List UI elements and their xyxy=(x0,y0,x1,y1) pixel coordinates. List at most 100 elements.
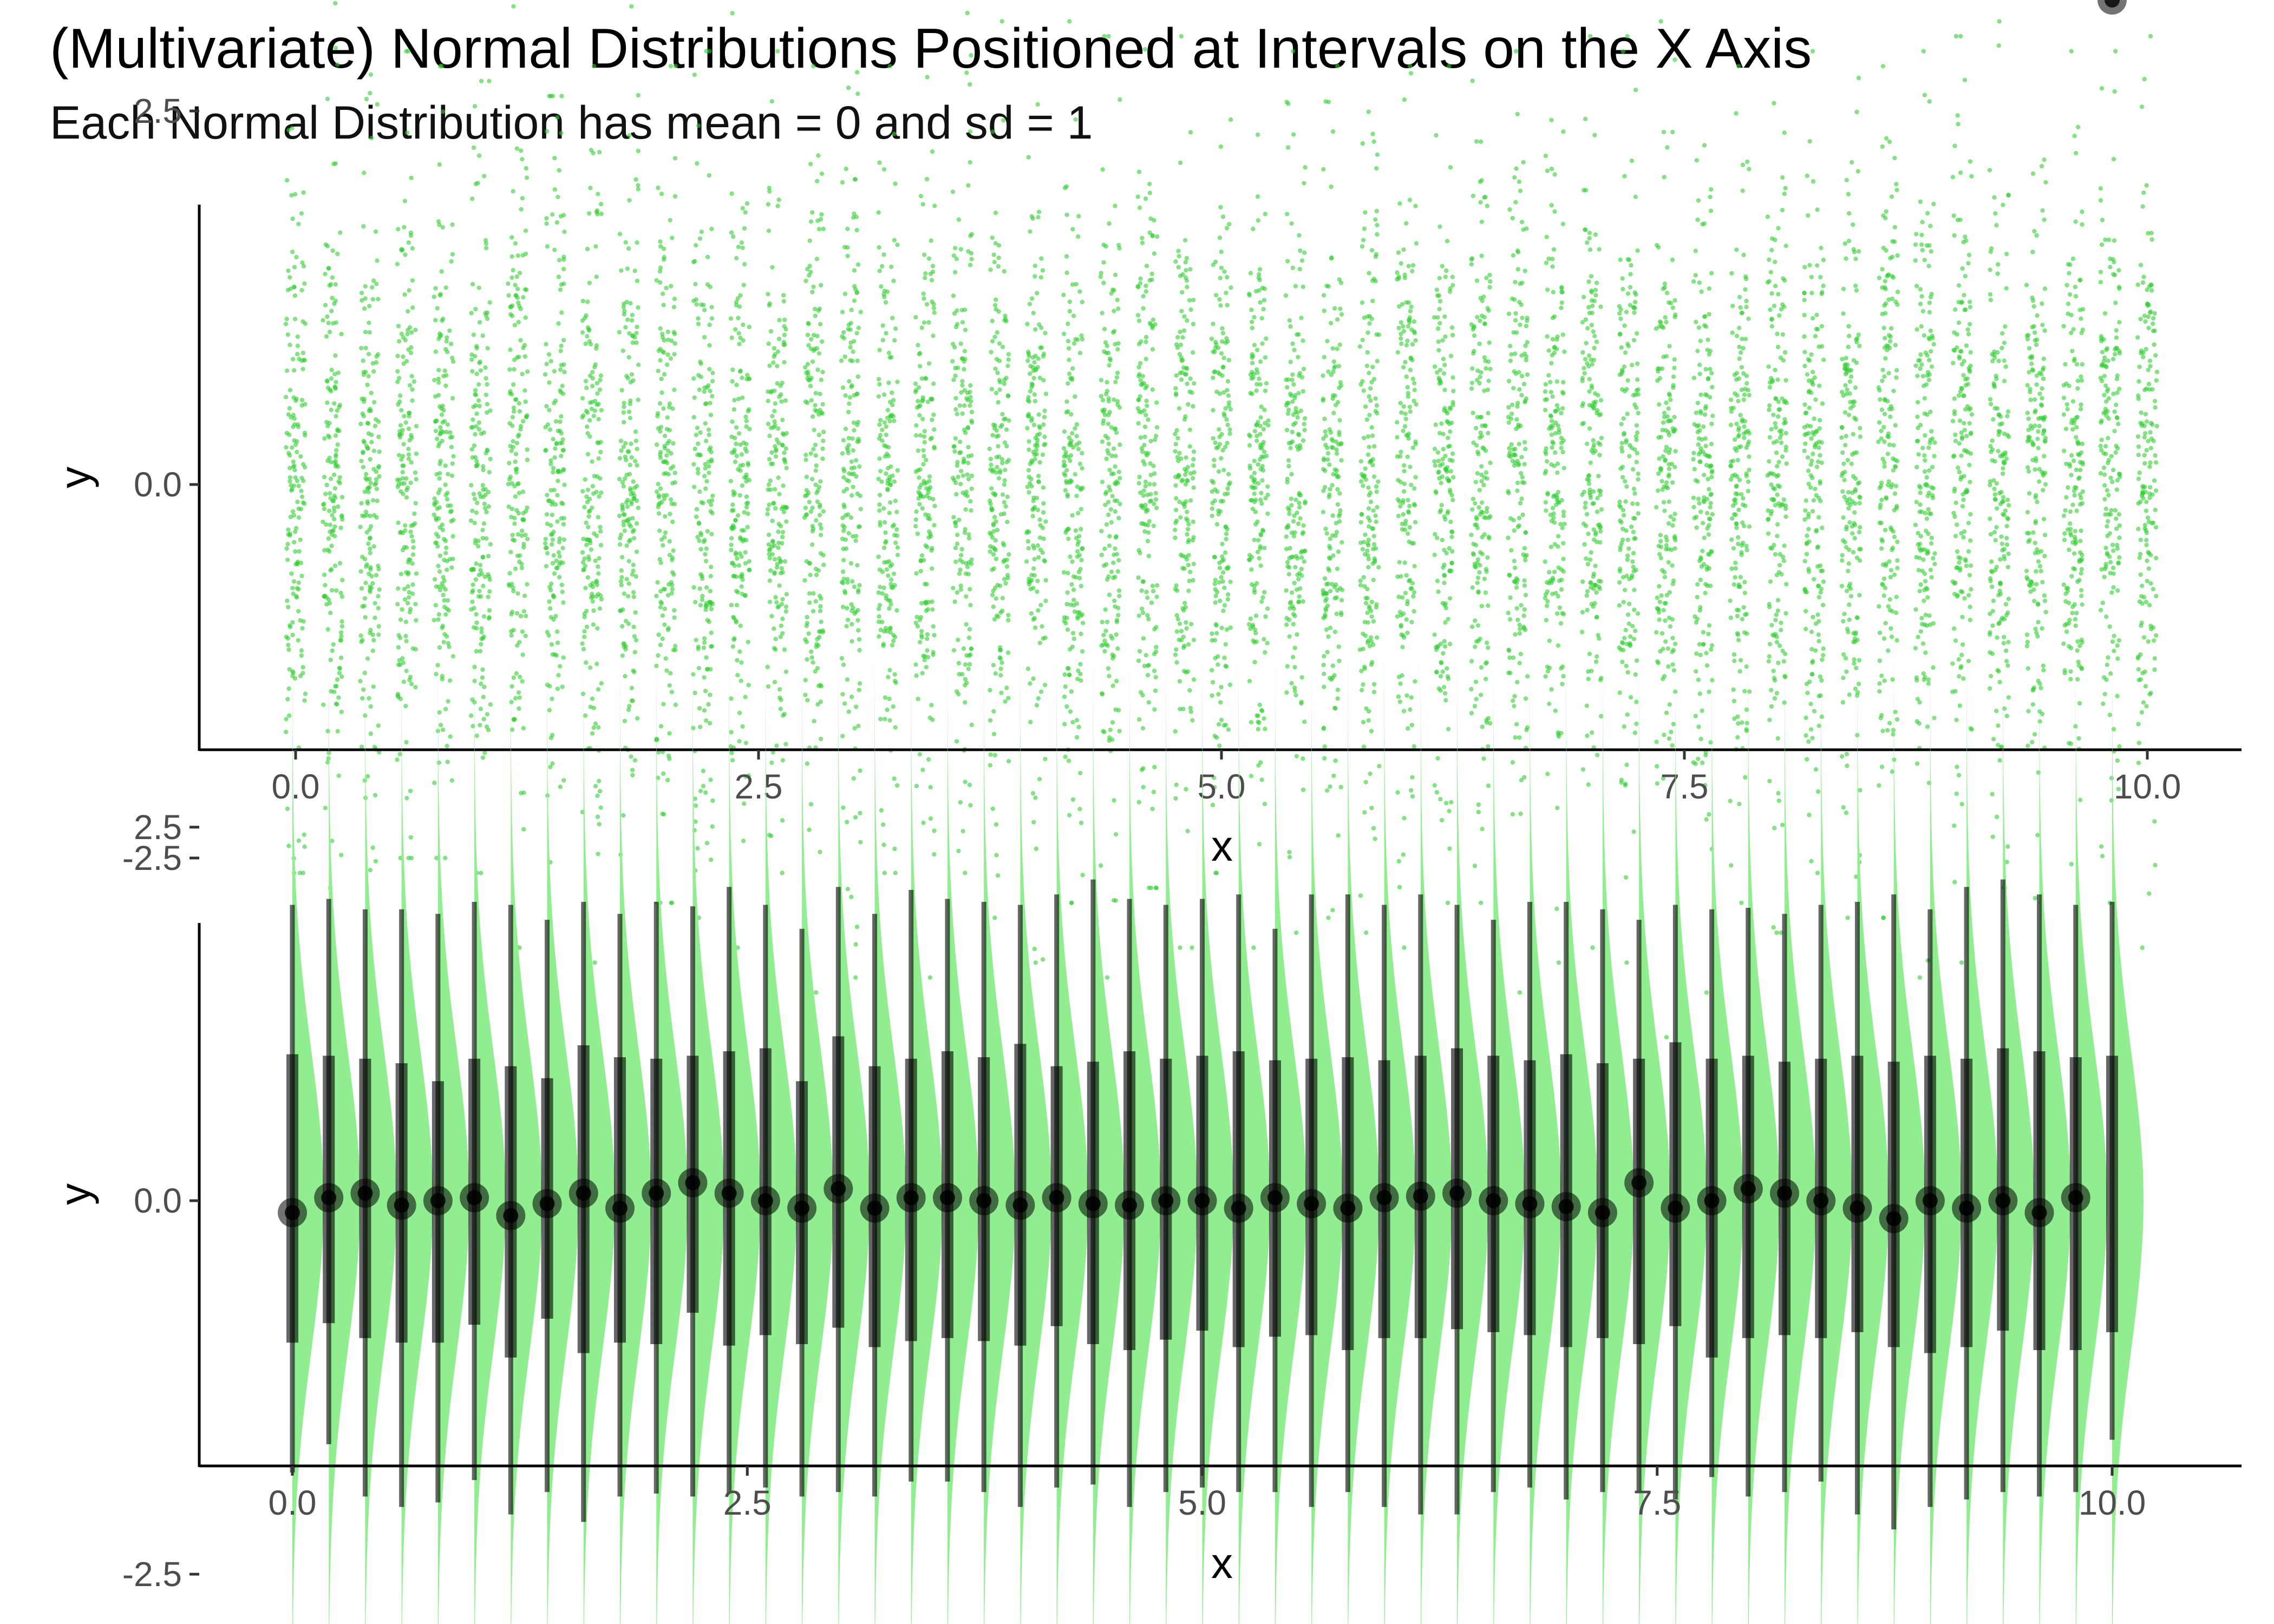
scatter-point xyxy=(628,488,633,493)
scatter-point xyxy=(406,347,411,352)
scatter-point xyxy=(546,633,551,638)
scatter-point xyxy=(697,489,702,494)
scatter-point xyxy=(1321,509,1326,514)
scatter-point xyxy=(1037,376,1043,381)
scatter-point xyxy=(745,372,750,377)
scatter-point xyxy=(1302,422,1306,427)
scatter-point xyxy=(374,515,379,520)
scatter-point xyxy=(819,212,824,217)
scatter-point xyxy=(547,498,552,503)
scatter-point xyxy=(659,390,664,395)
scatter-point xyxy=(697,387,702,392)
scatter-point xyxy=(1322,591,1328,596)
scatter-point xyxy=(858,310,864,315)
scatter-point xyxy=(1061,331,1067,336)
scatter-point xyxy=(1335,687,1341,692)
scatter-point xyxy=(294,254,299,260)
scatter-point xyxy=(882,420,887,425)
scatter-point xyxy=(709,457,714,462)
scatter-point xyxy=(993,671,998,676)
scatter-point xyxy=(1032,573,1037,578)
scatter-point xyxy=(741,322,746,328)
scatter-point xyxy=(812,719,816,724)
scatter-point xyxy=(811,284,816,290)
scatter-point xyxy=(597,789,603,794)
scatter-point xyxy=(400,607,404,612)
scatter-point xyxy=(1335,502,1341,507)
scatter-point xyxy=(729,547,734,553)
scatter-point xyxy=(1031,311,1036,316)
scatter-point xyxy=(654,489,659,494)
scatter-point xyxy=(656,369,661,374)
scatter-point xyxy=(441,593,446,598)
scatter-point xyxy=(951,377,956,382)
scatter-point xyxy=(396,586,401,591)
scatter-point xyxy=(1324,582,1329,587)
scatter-point xyxy=(512,323,518,328)
scatter-point xyxy=(332,564,338,568)
scatter-point xyxy=(1066,321,1070,326)
scatter-point xyxy=(590,370,595,375)
scatter-point xyxy=(1323,429,1328,434)
scatter-point xyxy=(1285,385,1290,390)
scatter-point xyxy=(1221,723,1226,728)
scatter-point xyxy=(739,660,744,665)
scatter-point xyxy=(734,256,739,260)
scatter-point xyxy=(1115,347,1120,352)
scatter-point xyxy=(889,585,894,590)
scatter-point xyxy=(1032,505,1037,509)
scatter-point xyxy=(1002,417,1007,422)
scatter-point xyxy=(631,479,636,484)
scatter-point xyxy=(782,317,787,322)
scatter-point xyxy=(775,364,780,369)
scatter-point xyxy=(407,678,412,683)
scatter-point xyxy=(1069,442,1074,447)
scatter-point xyxy=(488,542,493,547)
scatter-point xyxy=(340,517,345,522)
scatter-point xyxy=(854,534,859,539)
scatter-point xyxy=(959,547,964,552)
scatter-point xyxy=(1323,614,1328,619)
scatter-point xyxy=(1076,447,1081,451)
scatter-point xyxy=(1218,303,1223,308)
scatter-point xyxy=(772,570,777,575)
scatter-point xyxy=(520,679,525,684)
scatter-point xyxy=(332,509,337,514)
scatter-point xyxy=(738,442,743,447)
scatter-point xyxy=(734,603,740,608)
scatter-point xyxy=(876,377,881,382)
scatter-point xyxy=(1252,627,1258,632)
scatter-point xyxy=(514,470,519,475)
scatter-point xyxy=(524,509,528,514)
scatter-point xyxy=(658,239,663,244)
scatter-point xyxy=(373,615,377,620)
scatter-point xyxy=(585,575,591,580)
scatter-point xyxy=(291,424,296,429)
scatter-point xyxy=(368,731,373,736)
scatter-point xyxy=(334,702,338,706)
scatter-point xyxy=(1247,443,1252,448)
scatter-point xyxy=(953,396,958,401)
scatter-point xyxy=(1106,436,1110,441)
scatter-point xyxy=(963,683,968,688)
scatter-point xyxy=(780,541,785,546)
scatter-point xyxy=(441,575,446,580)
scatter-point xyxy=(1226,400,1232,405)
scatter-point xyxy=(634,340,639,345)
scatter-point xyxy=(858,507,864,512)
scatter-point xyxy=(322,506,327,512)
scatter-point xyxy=(557,540,562,545)
scatter-point xyxy=(625,449,630,454)
scatter-point xyxy=(656,511,662,516)
scatter-point xyxy=(561,600,566,605)
scatter-point xyxy=(552,247,557,252)
scatter-point xyxy=(783,742,788,746)
scatter-point xyxy=(555,519,560,524)
scatter-point xyxy=(481,717,486,722)
scatter-point xyxy=(1143,289,1148,294)
scatter-point xyxy=(1025,349,1031,355)
scatter-point xyxy=(1115,370,1120,375)
scatter-point xyxy=(1173,729,1178,734)
scatter-point xyxy=(583,378,589,384)
scatter-point xyxy=(743,210,748,215)
